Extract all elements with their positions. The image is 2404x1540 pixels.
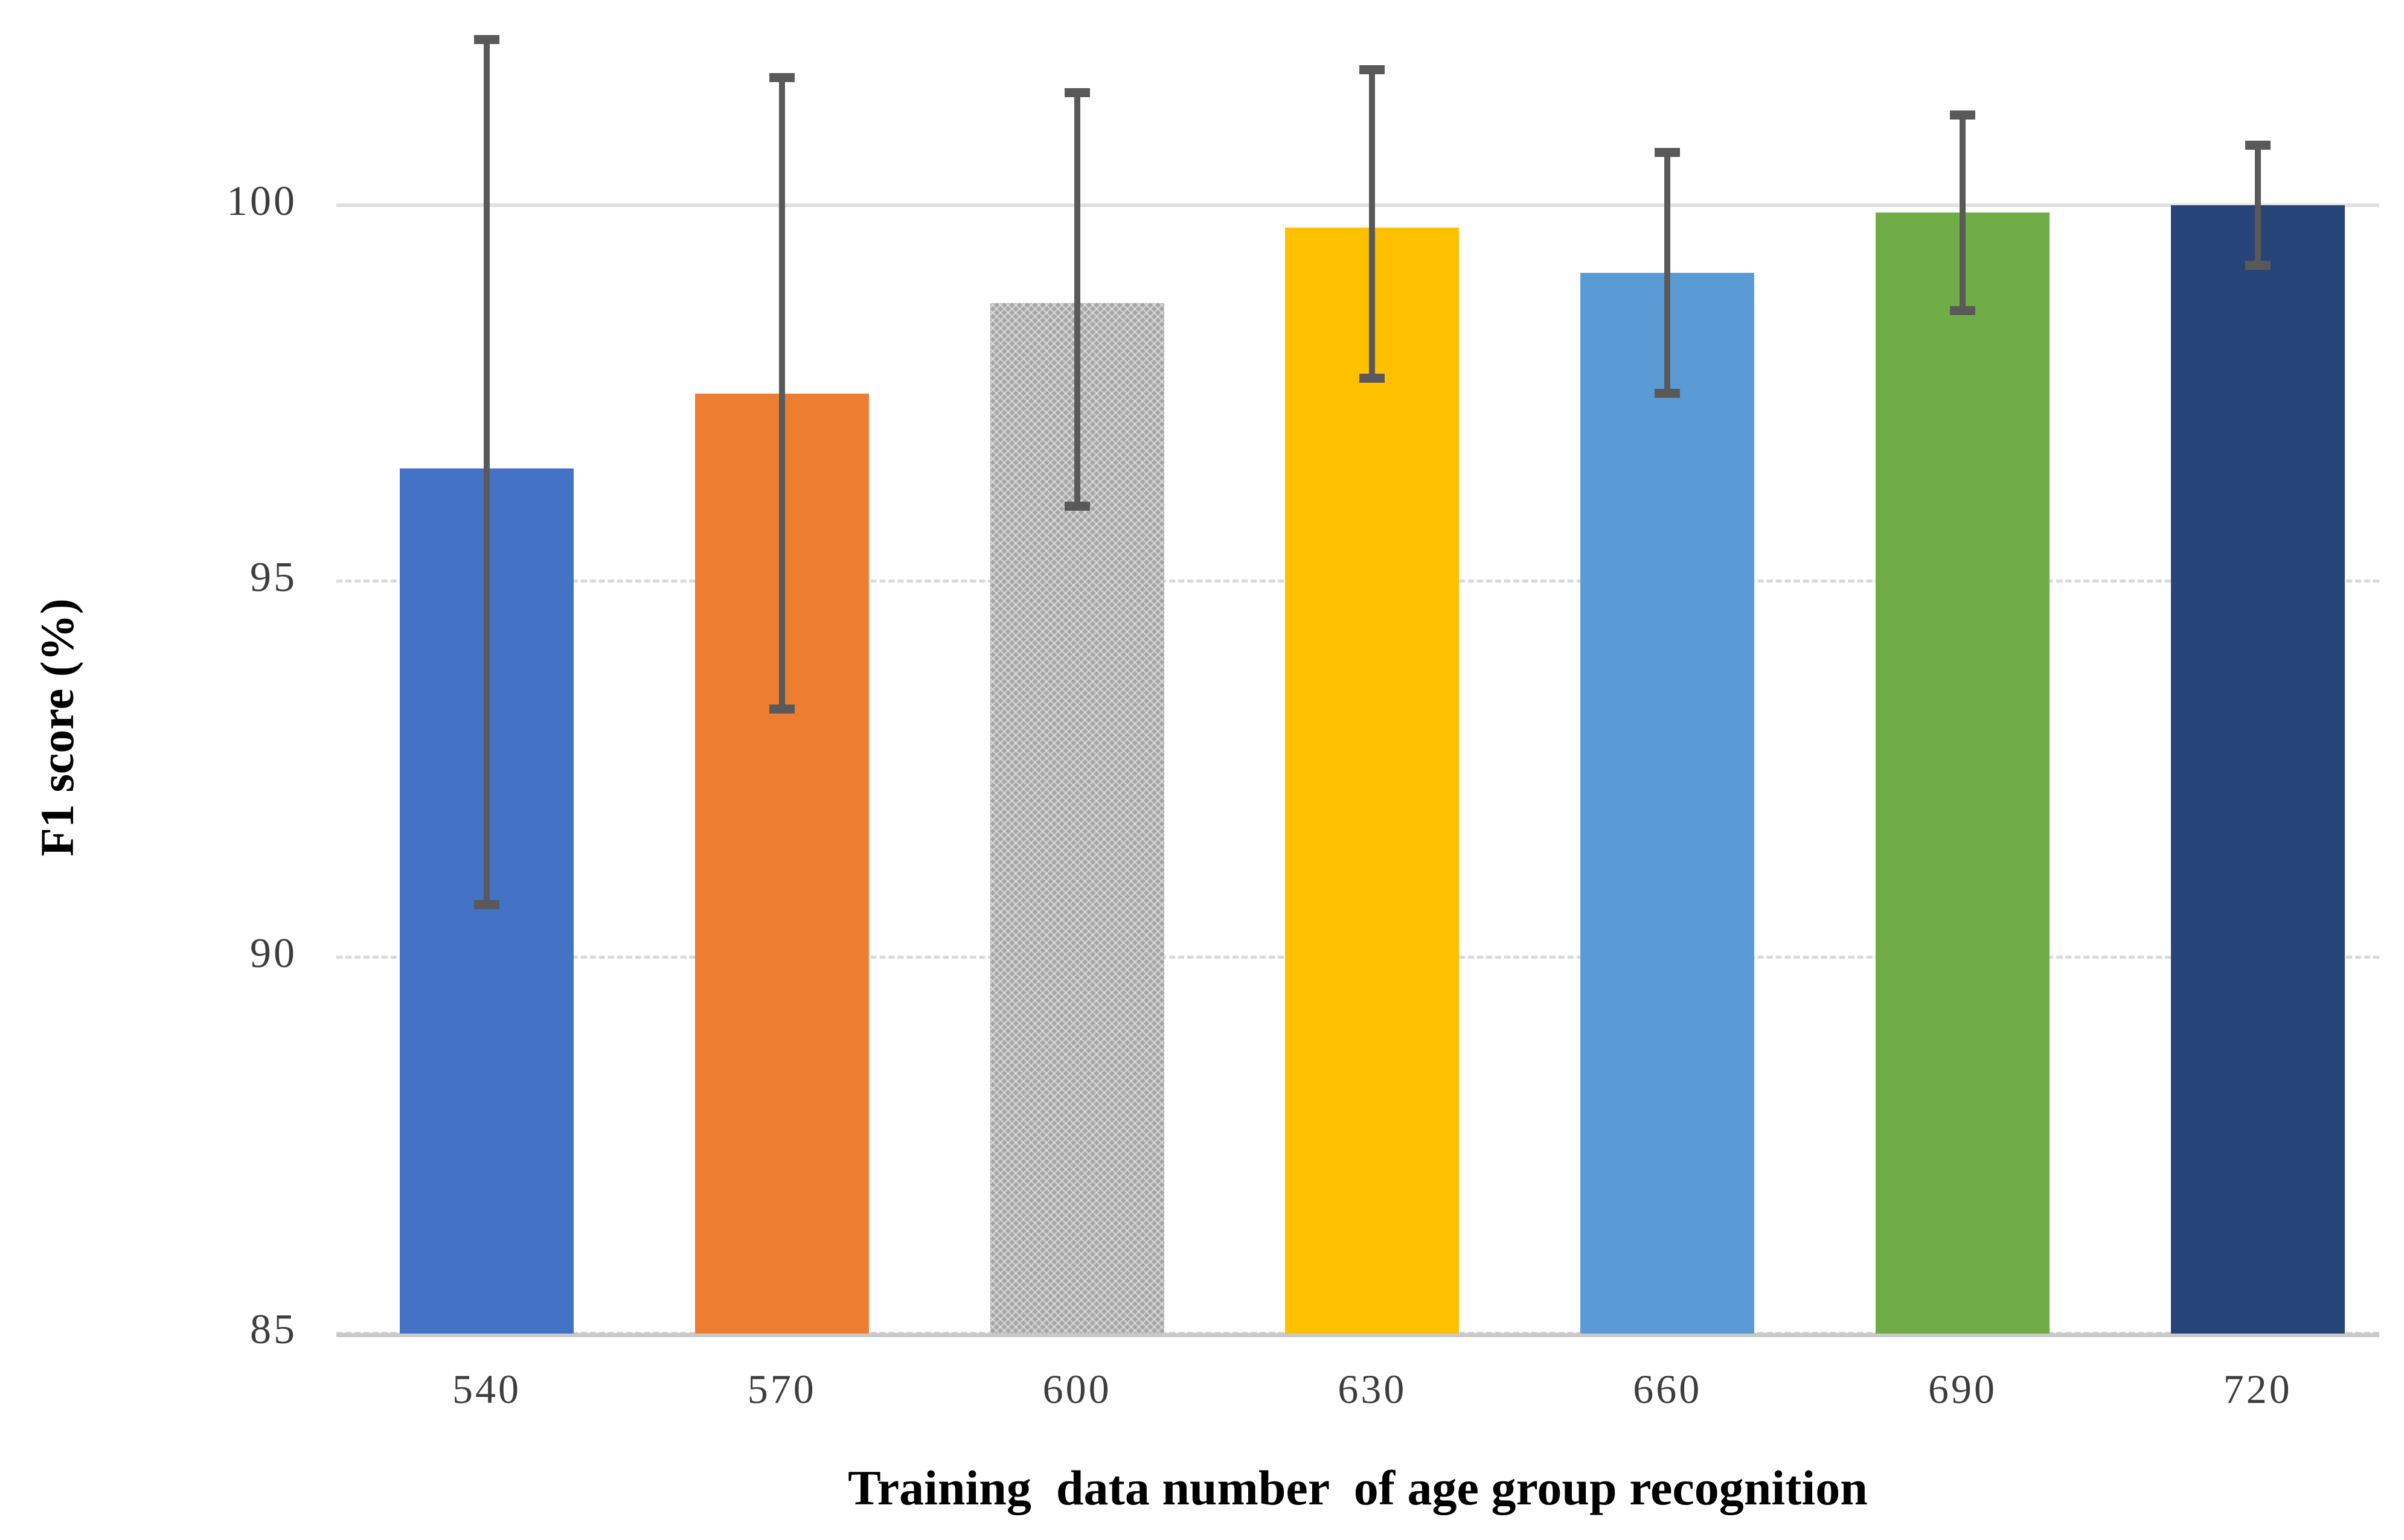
error-cap-top-690 bbox=[1950, 110, 1975, 120]
error-bar-540 bbox=[484, 39, 490, 905]
error-cap-top-660 bbox=[1655, 148, 1681, 158]
x-tick-label-600: 600 bbox=[1042, 1366, 1112, 1412]
bar-720 bbox=[2170, 205, 2345, 1334]
x-tick-label-570: 570 bbox=[747, 1366, 816, 1412]
error-cap-top-600 bbox=[1064, 88, 1090, 97]
error-bar-600 bbox=[1074, 92, 1080, 506]
x-axis-title: Training data number of age group recogn… bbox=[848, 1460, 1868, 1515]
error-cap-bottom-720 bbox=[2245, 261, 2271, 270]
x-tick-label-660: 660 bbox=[1633, 1366, 1702, 1412]
x-tick-label-540: 540 bbox=[452, 1366, 521, 1412]
y-tick-label: 90 bbox=[250, 930, 297, 977]
error-bar-690 bbox=[1960, 115, 1966, 311]
x-tick-label-630: 630 bbox=[1338, 1366, 1407, 1412]
bar-690 bbox=[1876, 212, 2050, 1334]
error-cap-top-570 bbox=[769, 72, 795, 82]
error-bar-630 bbox=[1369, 69, 1376, 379]
error-cap-bottom-690 bbox=[1950, 305, 1975, 315]
error-cap-top-720 bbox=[2245, 140, 2271, 150]
bar-630 bbox=[1285, 228, 1460, 1334]
error-bar-570 bbox=[778, 77, 785, 709]
error-cap-bottom-600 bbox=[1064, 501, 1090, 511]
x-tick-label-690: 690 bbox=[1928, 1366, 1997, 1412]
y-tick-label: 95 bbox=[250, 554, 297, 601]
bar-660 bbox=[1580, 273, 1755, 1334]
y-tick-label: 100 bbox=[226, 178, 297, 225]
x-axis-line bbox=[336, 1333, 2379, 1337]
error-bar-660 bbox=[1664, 152, 1671, 394]
error-cap-bottom-630 bbox=[1359, 374, 1385, 383]
y-tick-label: 85 bbox=[250, 1306, 297, 1353]
x-tick-label-720: 720 bbox=[2223, 1366, 2292, 1412]
error-cap-bottom-540 bbox=[474, 900, 499, 910]
error-bar-720 bbox=[2254, 145, 2261, 266]
error-cap-top-630 bbox=[1359, 65, 1385, 75]
error-cap-top-540 bbox=[474, 35, 499, 45]
gridline-100 bbox=[336, 203, 2379, 207]
error-cap-bottom-570 bbox=[769, 705, 795, 714]
y-axis-title: F1 score (%) bbox=[31, 598, 83, 857]
error-cap-bottom-660 bbox=[1655, 389, 1681, 398]
